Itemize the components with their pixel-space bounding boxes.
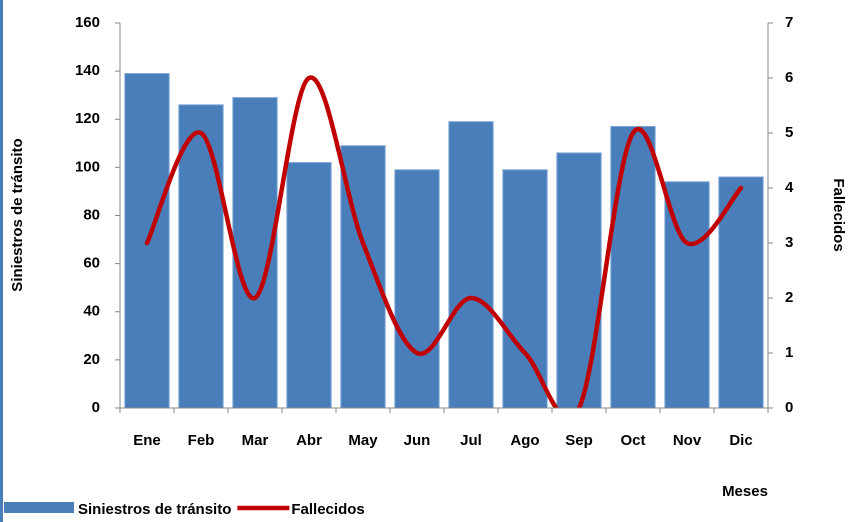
x-axis-title: Meses [722, 483, 768, 500]
legend-label: Siniestros de tránsito [78, 501, 231, 518]
x-tick-label: Mar [242, 432, 269, 449]
bar [502, 169, 548, 409]
x-tick-label: Jun [404, 432, 431, 449]
y2-tick-label: 1 [785, 344, 793, 361]
frame-edge [0, 0, 3, 522]
x-tick-label: Abr [296, 432, 322, 449]
bar [718, 176, 764, 409]
x-tick-label: Jul [460, 432, 482, 449]
line-group [144, 75, 744, 408]
y-tick-label: 80 [83, 206, 100, 223]
y2-axis-title: Fallecidos [830, 178, 847, 251]
y2-tick-label: 6 [785, 69, 793, 86]
bar [286, 162, 332, 409]
line [144, 75, 744, 408]
x-tick-label: Dic [729, 432, 752, 449]
y2-tick-label: 0 [785, 399, 793, 416]
bar [178, 104, 224, 409]
y-tick-label: 100 [75, 158, 100, 175]
x-tick-label: Ago [510, 432, 539, 449]
y-tick-label: 140 [75, 62, 100, 79]
y2-tick-label: 3 [785, 234, 793, 251]
legend-label: Fallecidos [291, 501, 364, 518]
x-tick-label: Oct [620, 432, 645, 449]
legend-swatch [4, 502, 74, 513]
y-axis-title: Siniestros de tránsito [9, 138, 26, 291]
y2-tick-label: 4 [785, 179, 794, 196]
y-tick-label: 0 [92, 399, 100, 416]
bar [610, 125, 656, 409]
y-tick-label: 40 [83, 303, 100, 320]
bar [394, 169, 440, 409]
y-tick-label: 20 [83, 351, 100, 368]
y-tick-label: 160 [75, 14, 100, 31]
x-tick-label: May [348, 432, 378, 449]
y2-tick-label: 7 [785, 14, 793, 31]
y2-tick-label: 5 [785, 124, 793, 141]
bar [448, 121, 494, 409]
x-tick-label: Sep [565, 432, 593, 449]
x-tick-label: Feb [188, 432, 215, 449]
bar [556, 152, 602, 409]
x-tick-label: Nov [673, 432, 702, 449]
y-tick-label: 120 [75, 110, 100, 127]
y-tick-label: 60 [83, 255, 100, 272]
y2-tick-label: 2 [785, 289, 793, 306]
x-tick-label: Ene [133, 432, 161, 449]
